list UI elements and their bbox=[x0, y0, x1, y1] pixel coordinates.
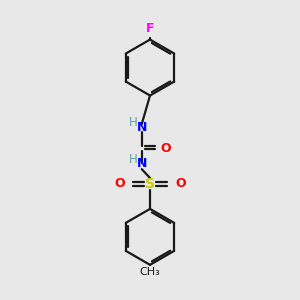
Text: O: O bbox=[160, 142, 171, 155]
Text: H: H bbox=[129, 116, 138, 129]
Text: O: O bbox=[114, 177, 125, 190]
Text: O: O bbox=[175, 177, 186, 190]
Text: N: N bbox=[137, 121, 148, 134]
Text: F: F bbox=[146, 22, 154, 35]
Text: CH₃: CH₃ bbox=[140, 267, 160, 277]
Text: H: H bbox=[129, 153, 138, 166]
Text: S: S bbox=[145, 177, 155, 191]
Text: N: N bbox=[137, 157, 148, 170]
